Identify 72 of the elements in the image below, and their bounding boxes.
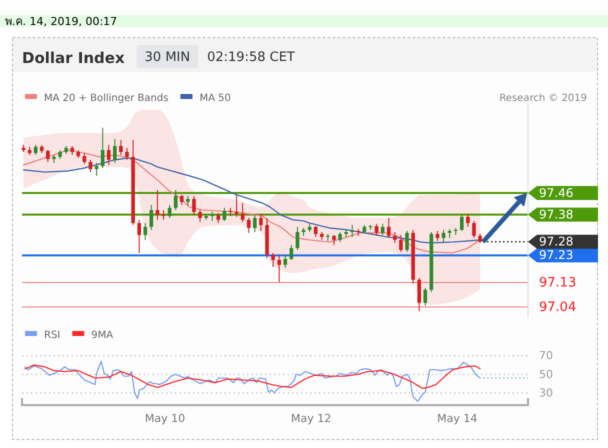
candlestick [186,195,190,206]
candlestick [100,127,104,168]
candlestick [253,214,257,233]
candlestick [283,254,288,268]
candlestick [472,220,476,239]
x-tick-label: May 10 [144,412,186,425]
candlestick [277,254,282,282]
legend-label: RSI [44,330,60,341]
candlestick [240,202,244,222]
candlestick [417,277,422,312]
legend-label: 9MA [91,330,114,341]
candlestick [442,229,446,243]
candlestick [436,230,440,242]
y-tick-label: 50 [539,368,553,381]
candlestick [34,144,38,156]
candlestick [338,232,342,243]
candlestick [162,210,166,220]
candlestick [234,194,238,218]
candlestick [192,195,196,216]
candlestick [460,214,464,232]
candlestick [156,189,160,220]
candlestick [399,234,403,252]
candlestick [405,230,409,252]
candlestick [314,226,318,238]
candlestick [216,212,220,224]
y-tick-label: 97.13 [539,276,576,291]
candlestick [246,217,251,234]
line-series [24,364,481,389]
x-tick-label: May 14 [437,412,478,425]
y-tick-label: 70 [539,349,553,362]
candlestick [113,138,117,164]
candlestick [198,210,202,222]
candlestick [125,147,129,160]
candlestick [290,244,294,260]
candlestick [332,234,336,246]
candlestick [150,204,154,230]
legend-label: MA 50 [199,93,231,104]
y-tick-label: 97.04 [539,300,576,316]
candlestick [386,217,391,239]
chart-title: Dollar Index [22,49,125,67]
candlestick [380,223,384,236]
y-tick-label: 97.28 [539,234,574,249]
y-tick-label: 97.23 [539,248,574,262]
candlestick [119,140,123,156]
candlestick [296,226,300,250]
candlestick [143,222,148,240]
candlestick [222,207,226,222]
candlestick [88,159,92,173]
candlestick [374,223,378,236]
x-tick-label: May 12 [291,412,332,425]
legend-label: MA 20 + Bollinger Bands [44,93,168,104]
candlestick [466,213,470,228]
candlestick [423,287,428,306]
y-tick-label: 97.46 [539,186,574,200]
candlestick [46,150,50,163]
candlestick [180,194,184,206]
candlestick [106,144,111,166]
candlestick [137,219,142,254]
candlestick [94,162,98,176]
line-series [24,360,481,402]
annotation: Research © 2019 [499,93,587,104]
candlestick [271,252,275,268]
candlestick [82,152,86,164]
candlestick [393,232,397,244]
y-tick-label: 30 [539,386,553,400]
candlestick [168,204,172,218]
chart-subtitle: 30 MIN [144,50,190,65]
text: 02:19:58 CET [207,50,295,65]
text: พ.ค. 14, 2019, 00:17 [5,15,118,28]
candlestick [259,213,263,232]
candlestick [174,189,178,211]
y-tick-label: 97.38 [539,208,574,222]
